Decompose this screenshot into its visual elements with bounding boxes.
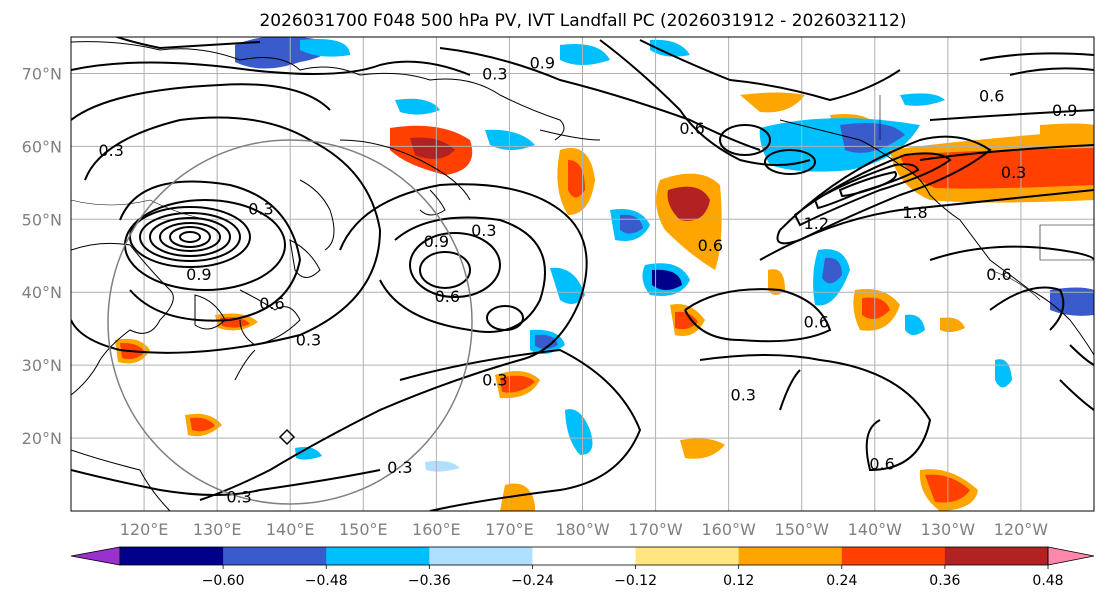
x-tick-label: 150°W [775, 520, 830, 539]
x-tick-label: 170°W [628, 520, 683, 539]
x-tick-label: 180°W [555, 520, 610, 539]
x-tick-label: 120°E [120, 520, 169, 539]
contour-label: 0.9 [424, 232, 449, 251]
contour-label: 1.2 [804, 214, 829, 233]
contour-label: 0.3 [296, 331, 321, 350]
map-frame [70, 36, 1095, 512]
contour-label: 0.3 [387, 458, 412, 477]
contour-label: 0.6 [979, 86, 1004, 105]
colorbar-tick-label: −0.36 [408, 573, 451, 589]
x-tick-label: 160°W [701, 520, 756, 539]
contour-label: 0.3 [482, 64, 507, 83]
borders [71, 95, 1094, 301]
contour-label: 0.3 [248, 199, 273, 218]
contour-label: 0.3 [1001, 163, 1026, 182]
colorbar-tick-label: 0.36 [929, 573, 960, 589]
contour-label: 0.3 [482, 371, 507, 390]
y-tick-label: 40°N [22, 283, 62, 302]
x-tick-label: 130°E [193, 520, 242, 539]
contour-label: 0.3 [471, 221, 496, 240]
contour-label: 0.6 [435, 287, 460, 306]
colorbar-segment [326, 547, 430, 565]
contour-label: 0.6 [986, 265, 1011, 284]
x-tick-label: 140°W [848, 520, 903, 539]
colorbar-tick-label: 0.12 [723, 573, 754, 589]
colorbar-tick-label: −0.24 [511, 573, 554, 589]
x-tick-labels: 120°E 130°E 140°E 150°E 160°E 170°E 180°W 170°W… [120, 520, 1049, 539]
colorbar-tick-label: −0.48 [305, 573, 348, 589]
y-tick-label: 30°N [22, 356, 62, 375]
contour-label: 0.9 [186, 265, 211, 284]
y-tick-label: 20°N [22, 429, 62, 448]
y-tick-label: 70°N [22, 64, 62, 83]
x-tick-label: 150°E [339, 520, 388, 539]
contour-label: 0.3 [226, 487, 251, 506]
contour-label: 0.9 [1052, 101, 1077, 120]
colorbar-segment [532, 547, 637, 565]
y-tick-label: 60°N [22, 137, 62, 156]
x-tick-label: 140°E [266, 520, 315, 539]
contour-label: 1.8 [902, 203, 927, 222]
contour-labels: 0.3 0.9 0.3 0.6 0.3 0.9 0.3 0.6 0.9 0.3 0.6 0.6 1.2 1… [98, 54, 1077, 507]
colorbar-segment [738, 547, 843, 565]
contour-label: 0.6 [869, 455, 894, 474]
y-tick-label: 50°N [22, 210, 62, 229]
x-tick-label: 130°W [921, 520, 976, 539]
colorbar-segment [841, 547, 946, 565]
y-tick-labels: 70°N 60°N 50°N 40°N 30°N 20°N [22, 64, 62, 448]
x-tick-label: 170°E [485, 520, 534, 539]
chart-title: 2026031700 F048 500 hPa PV, IVT Landfall… [259, 11, 906, 31]
colorbar-tick-label: −0.12 [614, 573, 657, 589]
pv-contours [71, 37, 1094, 511]
colorbar-segment [223, 547, 327, 565]
contour-label: 0.6 [259, 294, 284, 313]
map-panel: 0.3 0.9 0.3 0.6 0.3 0.9 0.3 0.6 0.9 0.3 0.6 0.6 1.2 1… [70, 36, 1095, 512]
colorbar-extend-high [1047, 546, 1095, 566]
contour-label: 0.6 [804, 312, 829, 331]
colorbar-segment [635, 547, 740, 565]
colorbar: −0.60 −0.48 −0.36 −0.24 −0.12 0.12 0.24 0.36 0.4… [70, 546, 1095, 589]
contour-label: 0.6 [679, 119, 704, 138]
colorbar-segment [944, 547, 1049, 565]
landfall-radius-circle [107, 139, 473, 505]
colorbar-tick-label: −0.60 [202, 573, 245, 589]
colorbar-tick-label: 0.24 [826, 573, 857, 589]
contour-label: 0.3 [731, 385, 756, 404]
colorbar-segment [429, 547, 533, 565]
colorbar-extend-low [70, 546, 121, 566]
contour-label: 0.9 [530, 54, 555, 73]
x-tick-label: 120°W [994, 520, 1049, 539]
colorbar-frame [119, 546, 1049, 566]
colorbar-segment [120, 547, 224, 565]
colorbar-tick-label: 0.48 [1032, 573, 1063, 589]
contour-label: 0.3 [98, 141, 123, 160]
x-tick-label: 160°E [412, 520, 461, 539]
contour-label: 0.6 [698, 236, 723, 255]
